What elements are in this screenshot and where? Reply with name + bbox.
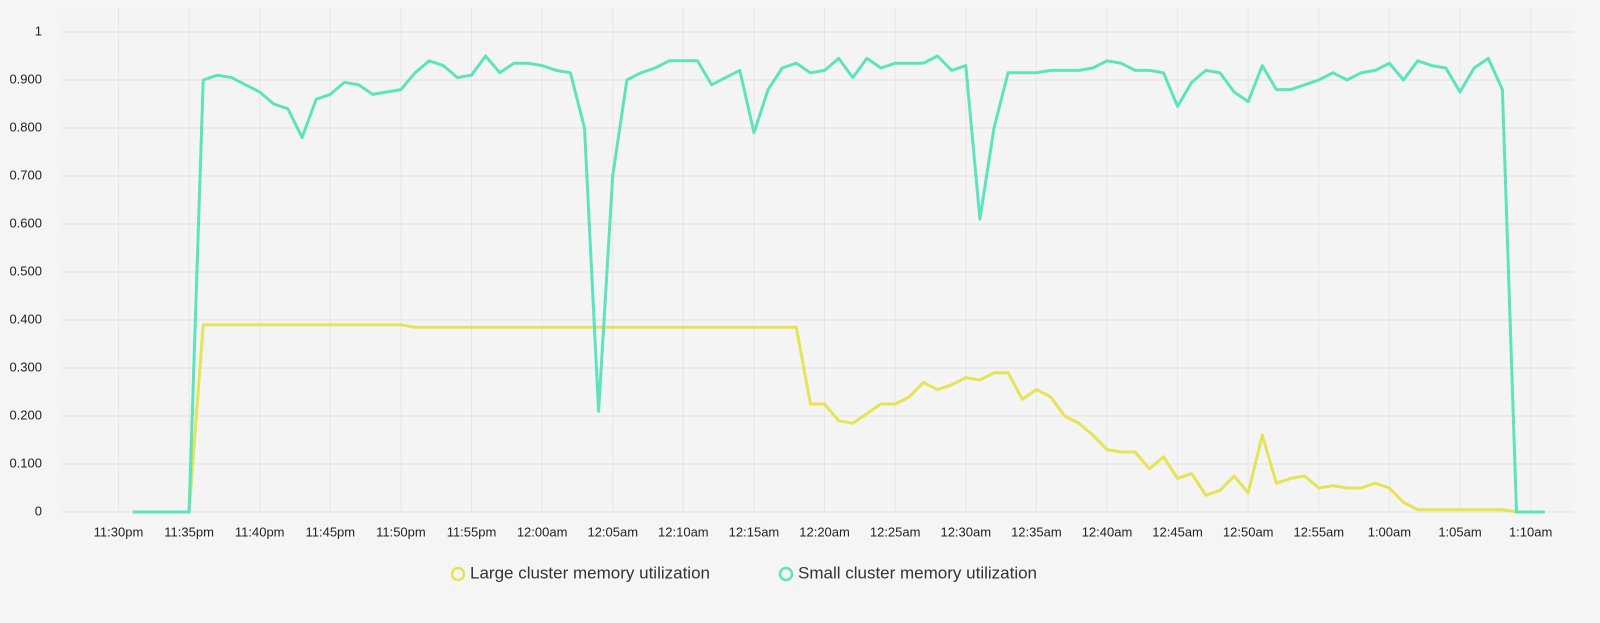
y-tick-label: 0.500: [9, 263, 42, 278]
y-tick-label: 1: [35, 23, 42, 38]
x-tick-label: 11:55pm: [447, 524, 497, 539]
x-tick-label: 12:45am: [1152, 524, 1203, 539]
series-line: [132, 323, 1545, 514]
x-tick-label: 12:55am: [1294, 524, 1345, 539]
y-tick-label: 0: [35, 503, 42, 518]
legend-label: Small cluster memory utilization: [798, 563, 1037, 582]
x-tick-label: 12:50am: [1223, 524, 1274, 539]
y-tick-label: 0.600: [9, 215, 42, 230]
x-tick-label: 12:05am: [587, 524, 638, 539]
x-tick-label: 12:25am: [870, 524, 921, 539]
legend-label: Large cluster memory utilization: [470, 563, 710, 582]
series-line: [132, 54, 1545, 514]
x-tick-label: 11:30pm: [94, 524, 144, 539]
y-tick-label: 0.900: [9, 71, 42, 86]
y-tick-label: 0.200: [9, 407, 42, 422]
y-tick-label: 0.300: [9, 359, 42, 374]
x-tick-label: 1:10am: [1509, 524, 1552, 539]
x-tick-label: 11:50pm: [376, 524, 426, 539]
x-tick-label: 11:35pm: [164, 524, 214, 539]
x-tick-label: 11:45pm: [305, 524, 355, 539]
x-tick-label: 11:40pm: [235, 524, 285, 539]
legend-marker: [778, 566, 794, 582]
x-tick-label: 12:10am: [658, 524, 709, 539]
y-tick-label: 0.800: [9, 119, 42, 134]
x-tick-label: 1:00am: [1368, 524, 1411, 539]
x-tick-label: 12:40am: [1082, 524, 1133, 539]
plot-background: [62, 8, 1573, 512]
y-tick-label: 0.700: [9, 167, 42, 182]
y-tick-label: 0.100: [9, 455, 42, 470]
x-tick-label: 12:30am: [940, 524, 991, 539]
legend-marker: [450, 566, 466, 582]
x-tick-label: 12:00am: [517, 524, 568, 539]
x-tick-label: 1:05am: [1438, 524, 1481, 539]
x-tick-label: 12:20am: [799, 524, 850, 539]
x-tick-label: 12:35am: [1011, 524, 1062, 539]
y-tick-label: 0.400: [9, 311, 42, 326]
x-tick-label: 12:15am: [729, 524, 780, 539]
